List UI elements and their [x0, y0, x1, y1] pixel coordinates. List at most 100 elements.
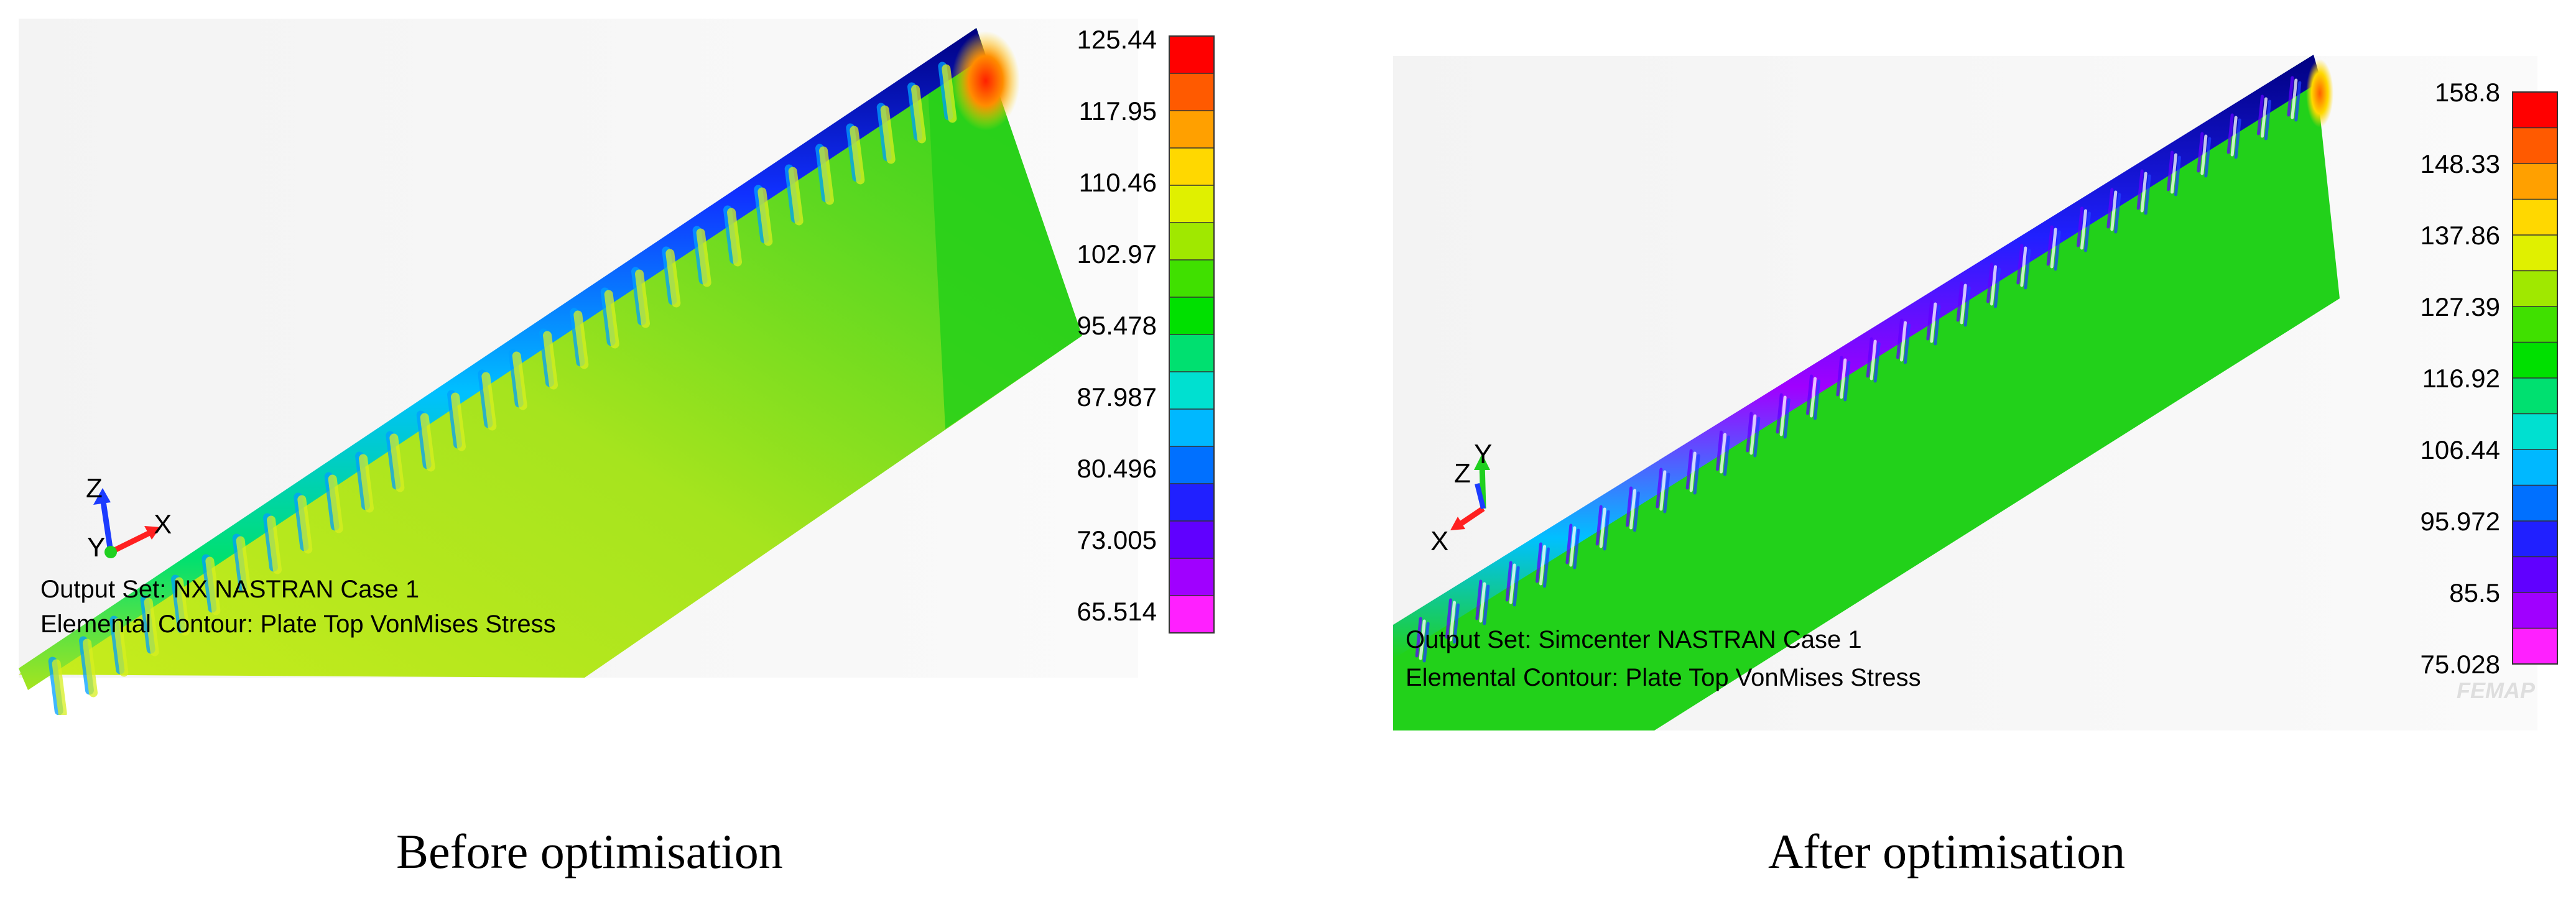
- rib-stripe: [2140, 172, 2147, 213]
- rib-stripe: [1453, 603, 1460, 644]
- rib-stripe: [727, 208, 742, 267]
- rib-stripe: [1716, 430, 1723, 471]
- rib-stripe: [1843, 361, 1851, 402]
- legend-swatch: [1169, 558, 1214, 596]
- stress-contour-plot-before: Z X Y: [19, 19, 1215, 715]
- legend-value: 125.44: [1077, 25, 1157, 54]
- legend-value: 95.972: [2420, 507, 2500, 536]
- rib-stripe: [1994, 267, 2001, 308]
- axis-label-y: Y: [87, 532, 105, 563]
- rib-stripe: [1814, 379, 1820, 420]
- rib-stripe: [1873, 342, 1881, 383]
- rib-stripe: [758, 187, 773, 246]
- rib-stripe: [2171, 153, 2177, 194]
- rib-stripe: [604, 290, 619, 349]
- coordinate-triad: Z Y X: [1430, 439, 1492, 556]
- rib-stripe: [1960, 283, 1967, 325]
- rib-stripe: [573, 310, 589, 369]
- rib-stripe: [2204, 137, 2212, 178]
- legend-swatch: [2513, 306, 2557, 343]
- rib-stripe: [1599, 507, 1606, 548]
- rib-stripe: [2287, 76, 2294, 117]
- axis-label-x: X: [1430, 526, 1448, 556]
- rib-stripe: [481, 372, 497, 431]
- legend-border: [2512, 91, 2558, 665]
- rib-stripe: [635, 269, 650, 328]
- legend-border: [1169, 35, 1215, 634]
- rib-stripe: [1836, 356, 1843, 397]
- rib-stripe: [83, 638, 98, 698]
- rib-stripe: [2197, 132, 2204, 173]
- caption-before: Before optimisation: [396, 824, 783, 878]
- rib-stripe: [1723, 435, 1730, 476]
- rib-stripe: [2226, 113, 2234, 154]
- panel-before: Z X Y 125.44 117.95 110.46 102.97 95.478 87.9…: [0, 0, 1287, 715]
- rib-stripe: [113, 618, 129, 677]
- stress-contour-plot-after: Z Y X: [1393, 55, 2558, 730]
- legend-swatch: [1169, 223, 1214, 260]
- legend-value: 75.028: [2420, 650, 2500, 679]
- rib-stripe: [2080, 209, 2087, 250]
- rib-stripe: [1415, 617, 1422, 658]
- axis-label-x: X: [154, 509, 172, 540]
- rib-stripe: [2084, 211, 2091, 252]
- rib-stripe: [2234, 118, 2241, 159]
- panel-after: Z Y X 158.8 148.33 137.86 127.39 116.92 106.4…: [1381, 0, 2576, 746]
- rib-stripe: [1419, 619, 1426, 660]
- legend-value: 65.514: [1077, 597, 1157, 626]
- rib-stripe: [2054, 230, 2061, 271]
- legend-swatch: [1169, 334, 1214, 372]
- legend-value: 127.39: [2420, 292, 2500, 321]
- rib-stripe: [1483, 584, 1490, 625]
- rib-stripe: [1595, 505, 1603, 546]
- legend-swatch: [2513, 628, 2557, 665]
- rib-stripe: [1633, 491, 1640, 532]
- rib-stripe: [1904, 323, 1911, 364]
- contour-label: Elemental Contour: Plate Top VonMises St…: [40, 611, 556, 638]
- legend-swatch: [1169, 446, 1214, 484]
- rib-stripe: [1689, 451, 1697, 492]
- rib-stripe: [1840, 358, 1847, 399]
- rib-stripe: [1776, 393, 1783, 434]
- rib-stripe: [2264, 99, 2271, 141]
- legend-swatch: [2513, 270, 2557, 307]
- rib-stripe: [2257, 94, 2264, 136]
- rib-stripe: [1693, 454, 1700, 495]
- rib-stripe: [1656, 468, 1663, 509]
- output-set-label: Output Set: Simcenter NASTRAN Case 1: [1406, 626, 1862, 653]
- rib-stripe: [175, 577, 190, 636]
- caption-after: After optimisation: [1768, 824, 2126, 878]
- rib-stripe: [665, 249, 681, 308]
- legend-swatch: [2513, 164, 2557, 200]
- legend-swatch: [2513, 378, 2557, 414]
- rib-stripe: [1986, 262, 1993, 303]
- rib-stripe: [1753, 417, 1761, 458]
- legend-value: 80.496: [1077, 454, 1157, 483]
- rib-stripe: [1603, 510, 1610, 551]
- rib-stripe: [2136, 169, 2144, 210]
- legend-swatch: [2513, 199, 2557, 236]
- rib-stripes: [1415, 76, 2302, 663]
- rib-stripe: [1626, 486, 1633, 527]
- legend-swatch: [1169, 521, 1214, 559]
- rib-stripe: [1685, 449, 1693, 490]
- axis-label-y: Y: [1474, 439, 1492, 469]
- rib-stripe: [819, 146, 834, 205]
- rib-stripe: [2077, 206, 2083, 247]
- rib-stripe: [1445, 598, 1452, 639]
- color-legend-bar: [2512, 91, 2558, 665]
- legend-swatch: [1169, 484, 1214, 522]
- color-legend-bar: [1169, 35, 1215, 634]
- rib-stripe: [1963, 286, 1971, 327]
- rib-stripe: [144, 597, 159, 657]
- legend-swatch: [1169, 111, 1214, 149]
- legend-swatch: [2513, 592, 2557, 629]
- rib-stripe: [1900, 321, 1907, 362]
- legend-value: 85.5: [2449, 578, 2500, 607]
- rib-stripe: [1573, 528, 1580, 569]
- legend-swatch: [2513, 521, 2557, 557]
- rib-stripe: [1539, 545, 1546, 586]
- rib-stripe: [2230, 116, 2238, 157]
- rib-stripe: [451, 392, 466, 451]
- output-set-label: Output Set: NX NASTRAN Case 1: [40, 576, 420, 603]
